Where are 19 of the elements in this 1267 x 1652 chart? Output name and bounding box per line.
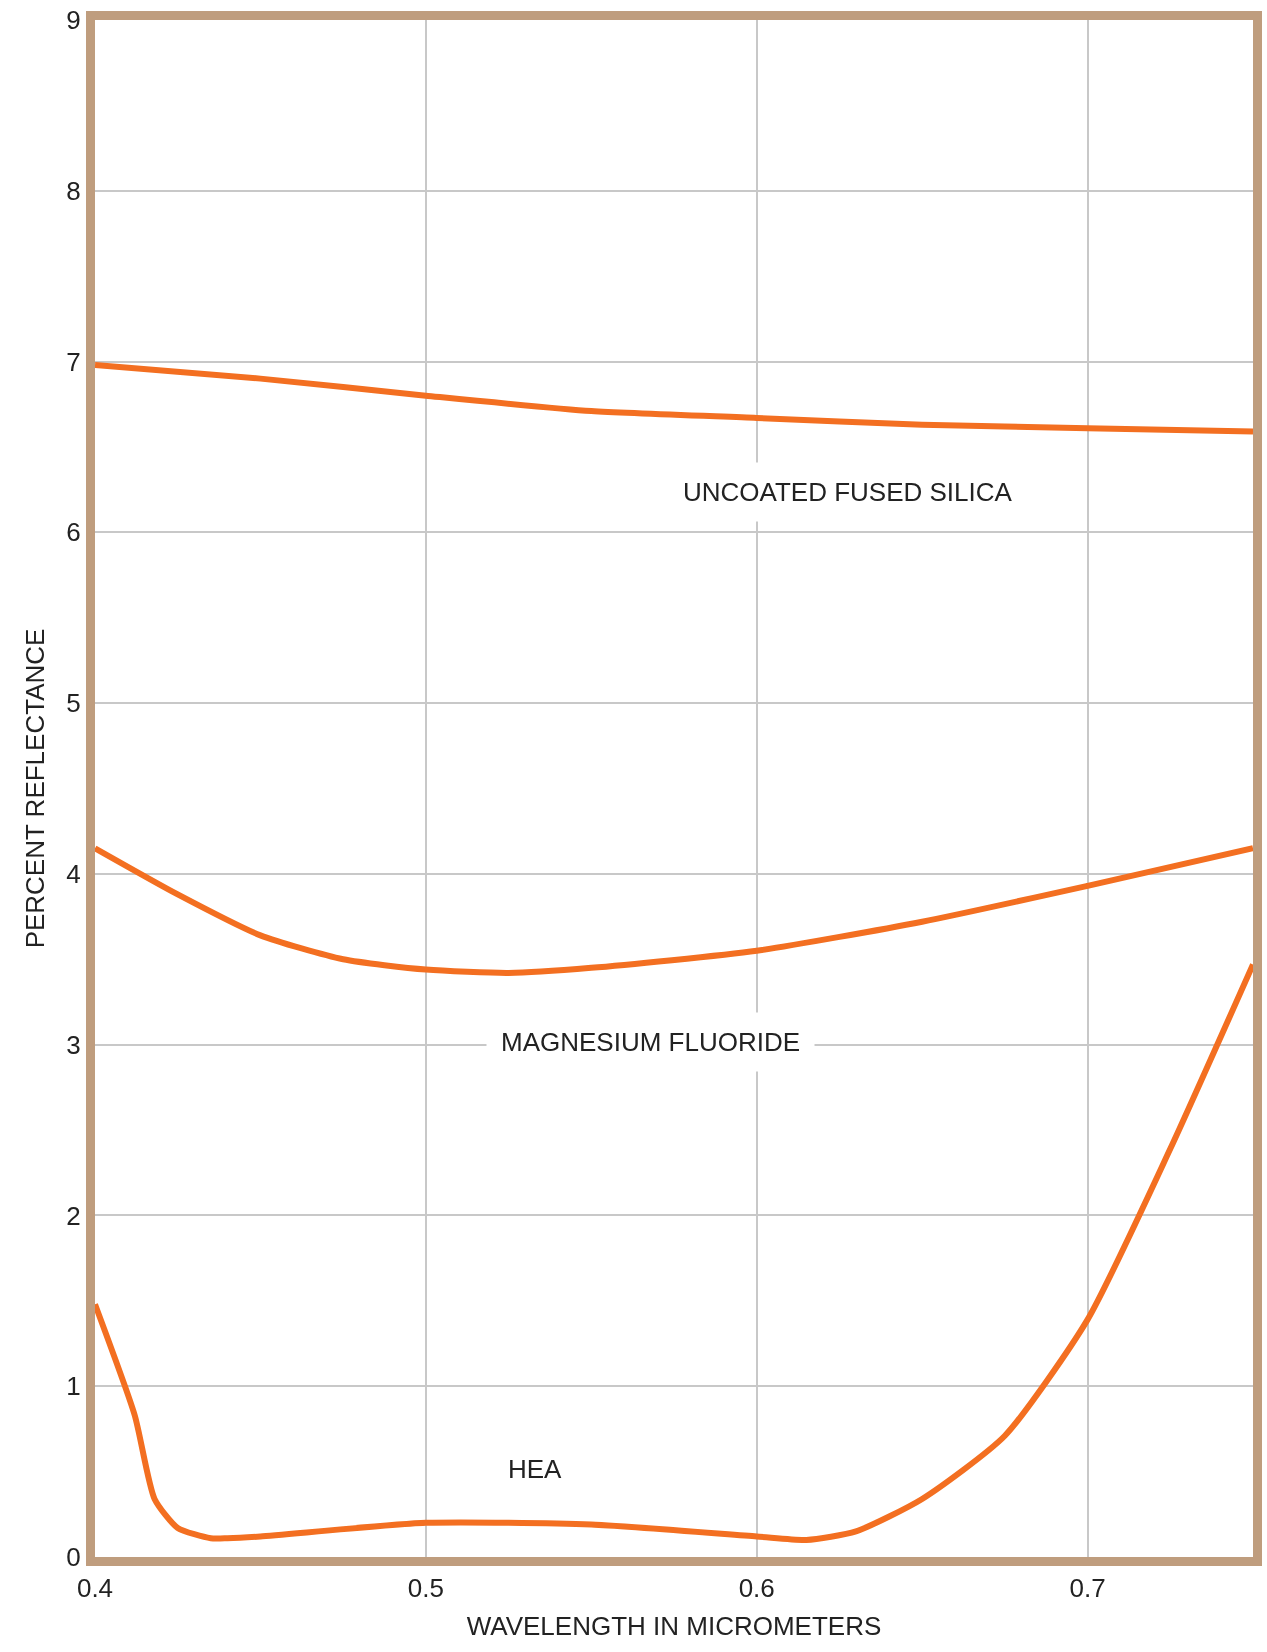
y-tick-label: 7	[66, 346, 81, 377]
y-tick-label: 3	[66, 1029, 81, 1060]
y-tick-label: 9	[66, 5, 81, 36]
text: MAGNESIUM FLUORIDE	[501, 1027, 801, 1057]
series-label: UNCOATED FUSED SILICA	[683, 477, 1013, 507]
y-tick-label: 0	[66, 1542, 81, 1573]
y-tick-label: 4	[66, 858, 81, 889]
y-tick-label: 2	[66, 1200, 81, 1231]
x-axis-title: WAVELENGTH IN MICROMETERS	[466, 1610, 882, 1641]
y-axis-title: PERCENT REFLECTANCE	[19, 628, 50, 949]
y-tick-label: 6	[66, 517, 81, 548]
x-tick-label: 0.5	[407, 1573, 444, 1604]
x-tick-label: 0.6	[738, 1573, 775, 1604]
y-tick-label: 8	[66, 175, 81, 206]
y-tick-label: 1	[66, 1371, 81, 1402]
x-tick-label: 0.7	[1069, 1573, 1106, 1604]
x-tick-label: 0.4	[76, 1573, 114, 1604]
y-tick-label: 5	[66, 688, 81, 719]
series-label: HEA	[508, 1454, 563, 1484]
